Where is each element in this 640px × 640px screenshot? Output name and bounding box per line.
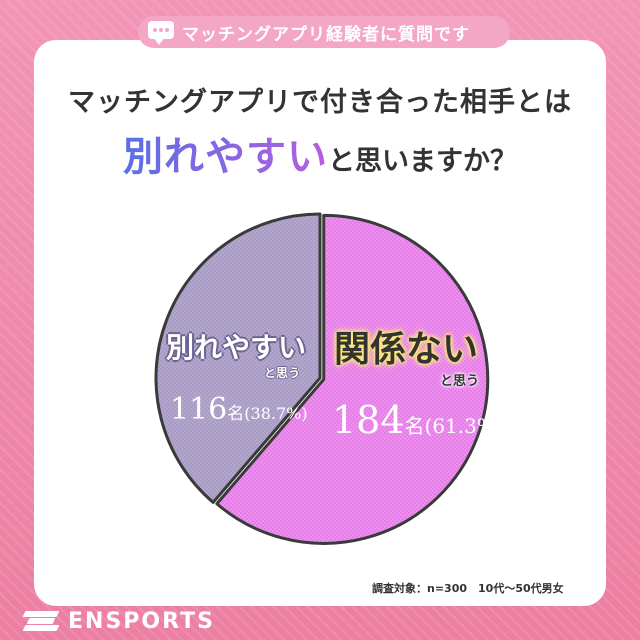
brand-name: ENSPORTS <box>68 608 215 634</box>
brand-logo: ENSPORTS <box>22 607 215 635</box>
slice-count-value: 184 <box>332 398 405 442</box>
pie-slice-wakareyasui <box>154 212 322 504</box>
question-rest: と思いますか？ <box>328 146 517 177</box>
header-banner: マッチングアプリ経験者に質問です <box>138 16 510 48</box>
slice-count-value: 116 <box>170 392 228 427</box>
slice-sublabel-wakareyasui: と思う <box>264 366 301 380</box>
slice-count-unit: 名 <box>227 404 245 424</box>
survey-footnote: 調査対象：n=300 10代〜50代男女 <box>372 582 564 595</box>
header-banner-text: マッチングアプリ経験者に質問です <box>182 24 470 45</box>
slice-count-kankeinai: 184名(61.3%) <box>332 398 504 442</box>
slice-count-wakareyasui: 116名(38.7%) <box>170 392 308 427</box>
question-line-1: マッチングアプリで付き合った相手とは <box>68 87 572 118</box>
slice-label-wakareyasui: 別れやすい <box>166 331 307 364</box>
question-highlight: 別れやすい <box>123 134 328 180</box>
chat-bubble-icon <box>148 21 174 45</box>
slice-percent: (38.7%) <box>244 404 308 423</box>
pie-slice-kankeinai <box>215 213 490 545</box>
slice-count-unit: 名 <box>404 414 425 438</box>
question-line-2: 別れやすいと思いますか？ <box>0 124 640 182</box>
slice-label-kankeinai: 関係ない <box>334 329 479 370</box>
ensports-logo-icon <box>22 611 60 631</box>
slice-percent: (61.3%) <box>424 414 504 438</box>
slice-sublabel-kankeinai: と思う <box>440 374 480 389</box>
